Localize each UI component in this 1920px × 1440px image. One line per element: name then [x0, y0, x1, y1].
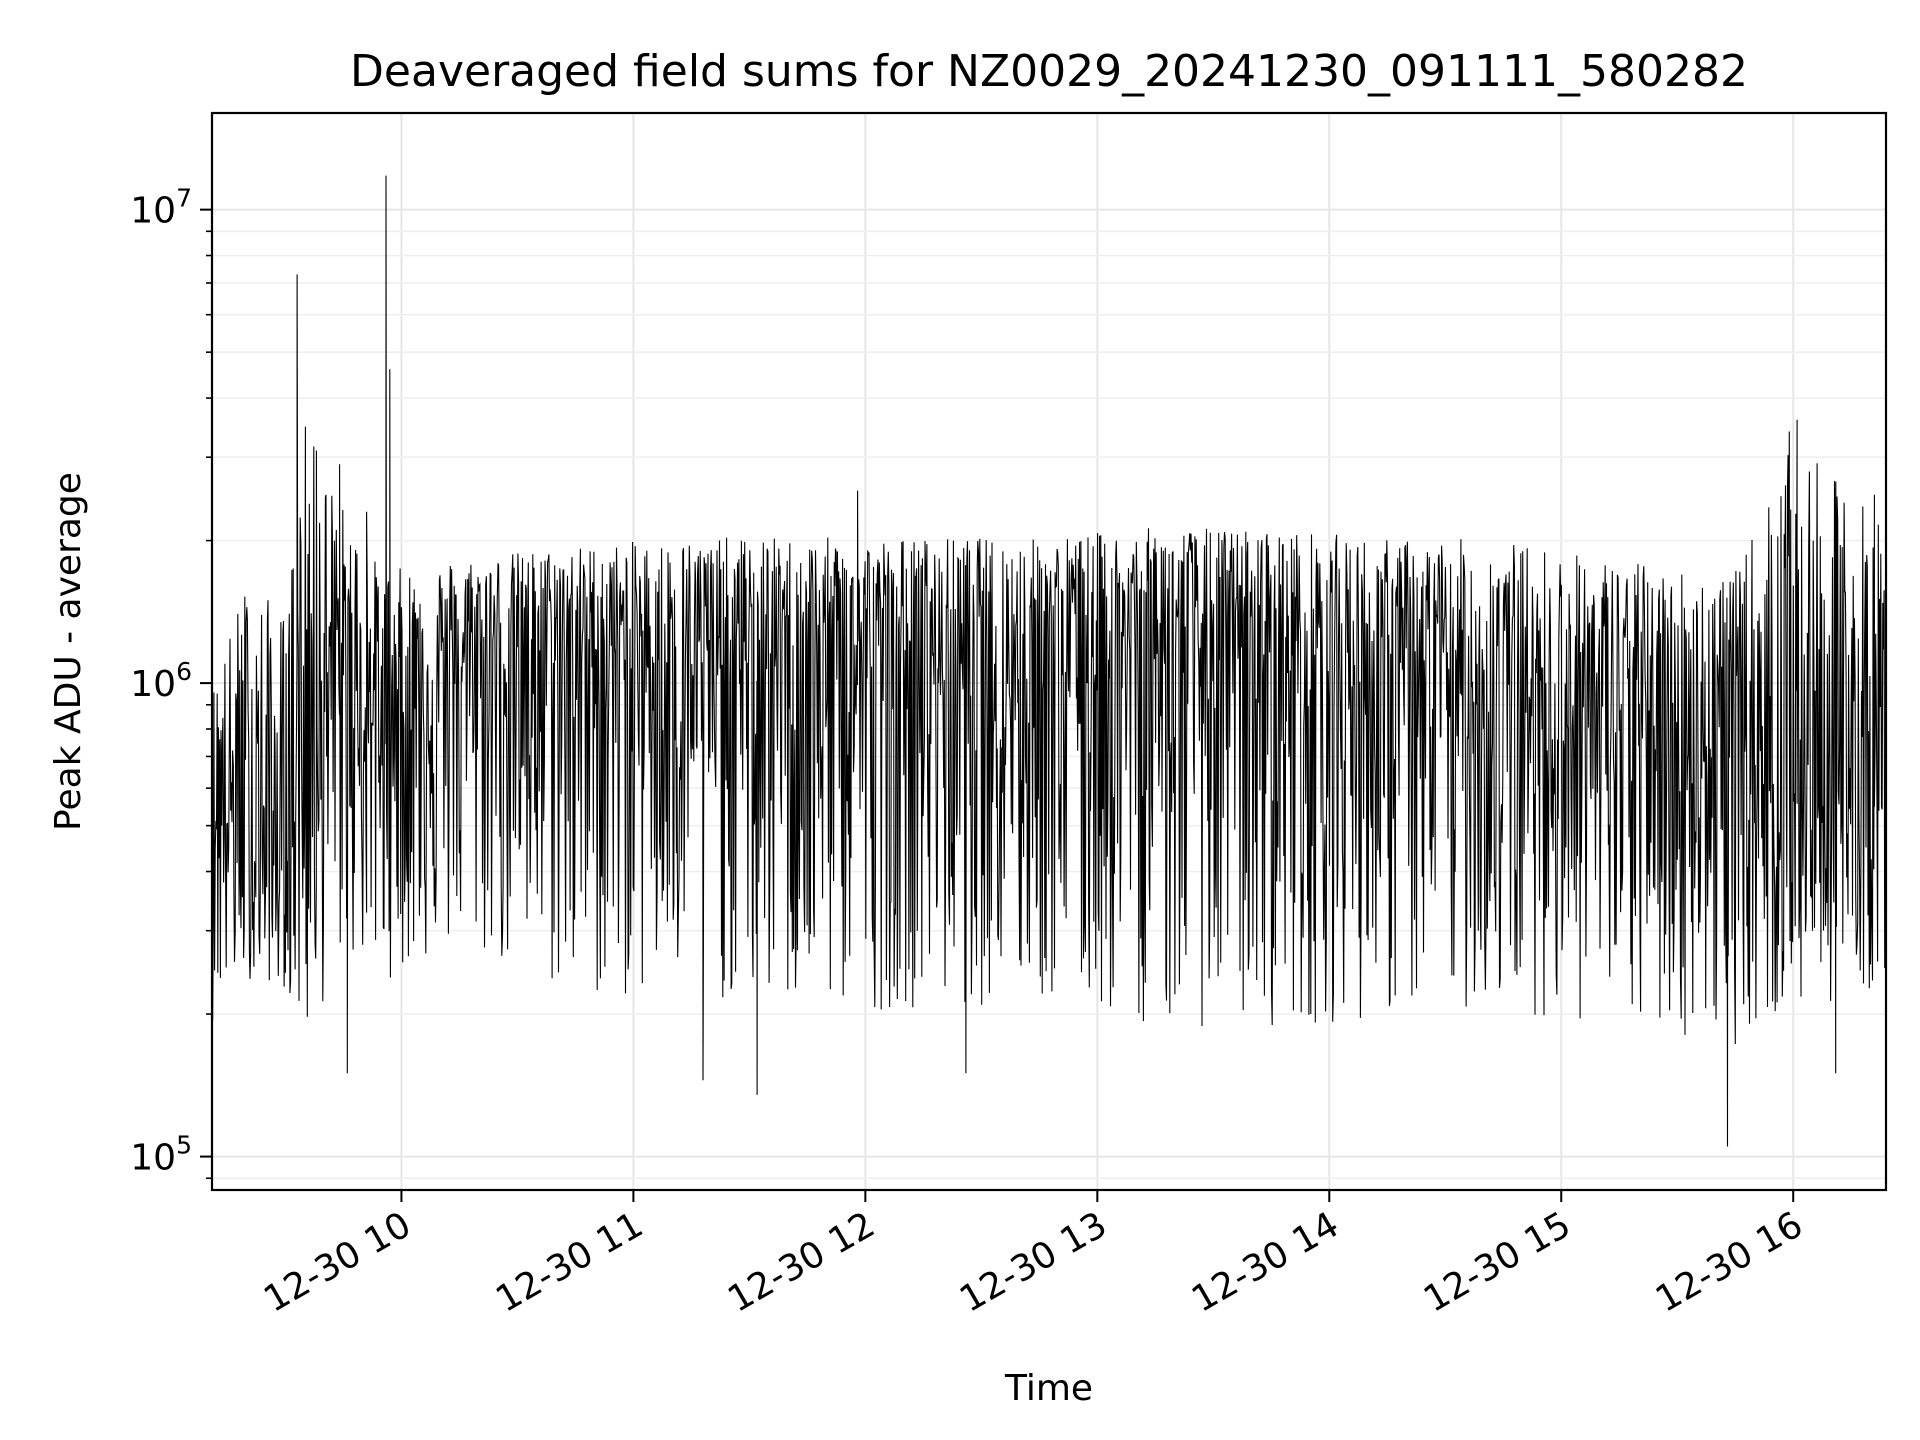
- plot-frame: [210, 111, 1888, 1192]
- y-tick-label: 105: [130, 1131, 192, 1179]
- x-tick-label: 12-30 13: [953, 1204, 1114, 1320]
- x-tick-label: 12-30 14: [1185, 1204, 1346, 1320]
- x-tick-label: 12-30 16: [1649, 1204, 1810, 1320]
- y-tick-label: 107: [130, 184, 192, 232]
- x-tick-label: 12-30 15: [1417, 1204, 1578, 1320]
- y-axis-label: Peak ADU - average: [48, 472, 89, 831]
- series-path: [212, 175, 1886, 1147]
- y-tick-label: 106: [130, 657, 192, 705]
- x-tick-label: 12-30 10: [257, 1204, 418, 1320]
- x-tick-label: 12-30 11: [489, 1204, 650, 1320]
- series-line: [212, 175, 1886, 1147]
- y-axis: 105 106 107: [130, 184, 212, 1180]
- chart-title: Deaveraged field sums for NZ0029_2024123…: [350, 46, 1748, 97]
- x-axis-label: Time: [1004, 1368, 1093, 1409]
- x-tick-label: 12-30 12: [721, 1204, 882, 1320]
- x-axis: 12-30 10 12-30 11 12-30 12 12-30 13 12-30 14…: [257, 1190, 1810, 1321]
